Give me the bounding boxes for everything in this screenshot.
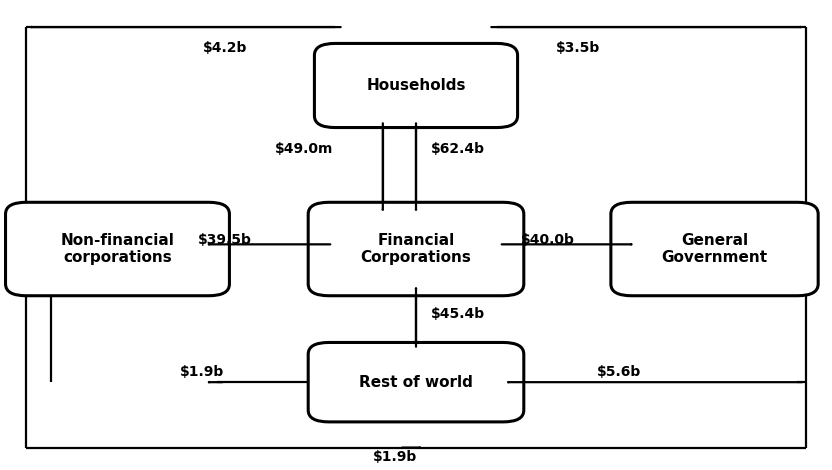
Text: General
Government: General Government xyxy=(661,233,768,265)
FancyBboxPatch shape xyxy=(308,202,524,296)
Text: $39.5b: $39.5b xyxy=(198,233,252,247)
Text: $49.0m: $49.0m xyxy=(275,141,334,156)
Text: $40.0b: $40.0b xyxy=(521,233,574,247)
Text: $3.5b: $3.5b xyxy=(556,41,600,55)
Text: Financial
Corporations: Financial Corporations xyxy=(360,233,472,265)
Text: $45.4b: $45.4b xyxy=(431,307,485,321)
Text: $62.4b: $62.4b xyxy=(431,141,485,156)
Text: $5.6b: $5.6b xyxy=(597,365,641,379)
FancyBboxPatch shape xyxy=(308,343,524,422)
Text: Rest of world: Rest of world xyxy=(359,375,473,390)
Text: $1.9b: $1.9b xyxy=(373,450,418,464)
Text: $4.2b: $4.2b xyxy=(203,41,247,55)
Text: $1.9b: $1.9b xyxy=(180,365,224,379)
FancyBboxPatch shape xyxy=(611,202,818,296)
Text: Households: Households xyxy=(366,78,466,93)
FancyBboxPatch shape xyxy=(6,202,230,296)
Text: Non-financial
corporations: Non-financial corporations xyxy=(61,233,175,265)
FancyBboxPatch shape xyxy=(314,43,518,127)
